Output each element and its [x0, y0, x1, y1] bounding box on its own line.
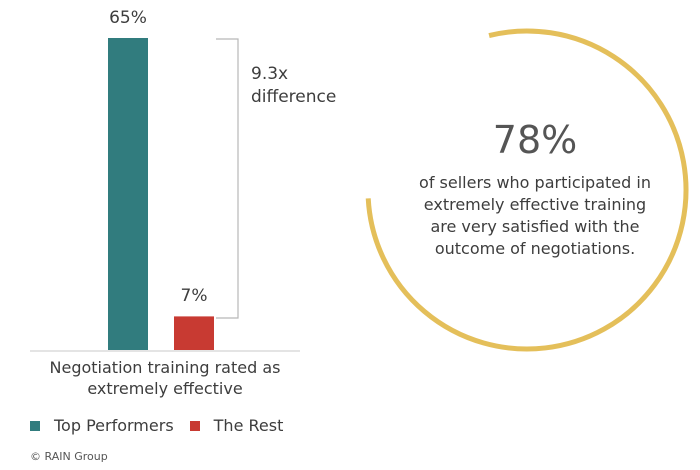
stat-text-line-4: outcome of negotiations.: [434, 239, 636, 258]
x-axis-label-line-2: extremely effective: [87, 379, 243, 398]
bars-layer: [108, 38, 214, 350]
legend-label-top-performers: Top Performers: [54, 416, 174, 435]
annotation-line-2: difference: [251, 87, 337, 107]
bar-the-rest: [174, 316, 214, 350]
stat-text-line-1: of sellers who participated in: [419, 173, 651, 192]
x-axis-label-line-1: Negotiation training rated as: [49, 358, 281, 377]
legend-swatch-top-performers: [30, 420, 40, 431]
stat-ring: [365, 28, 689, 352]
legend: Top Performers The Rest: [30, 416, 299, 435]
annotation-line-1: 9.3x: [251, 64, 289, 84]
x-axis-label: Negotiation training rated as extremely …: [30, 357, 300, 399]
bar-top-performers: [108, 38, 148, 350]
difference-bracket: [216, 38, 239, 319]
stat-description: of sellers who participated in extremely…: [365, 172, 700, 260]
legend-label-the-rest: The Rest: [213, 416, 284, 435]
difference-annotation: 9.3x difference: [251, 63, 336, 109]
legend-item-the-rest: The Rest: [189, 416, 284, 435]
bar-value-label-the-rest: 7%: [180, 286, 208, 307]
stat-text-line-2: extremely effective training: [423, 195, 647, 214]
stat-value: 78%: [492, 118, 578, 162]
copyright-footer: © RAIN Group: [30, 450, 108, 463]
legend-swatch-the-rest: [189, 420, 200, 431]
stat-text-line-3: are very satisfied with the: [430, 217, 640, 236]
legend-item-top-performers: Top Performers: [30, 416, 174, 435]
stat-callout: 78% of sellers who participated in extre…: [365, 118, 700, 260]
bar-value-label-top-performers: 65%: [109, 8, 147, 28]
